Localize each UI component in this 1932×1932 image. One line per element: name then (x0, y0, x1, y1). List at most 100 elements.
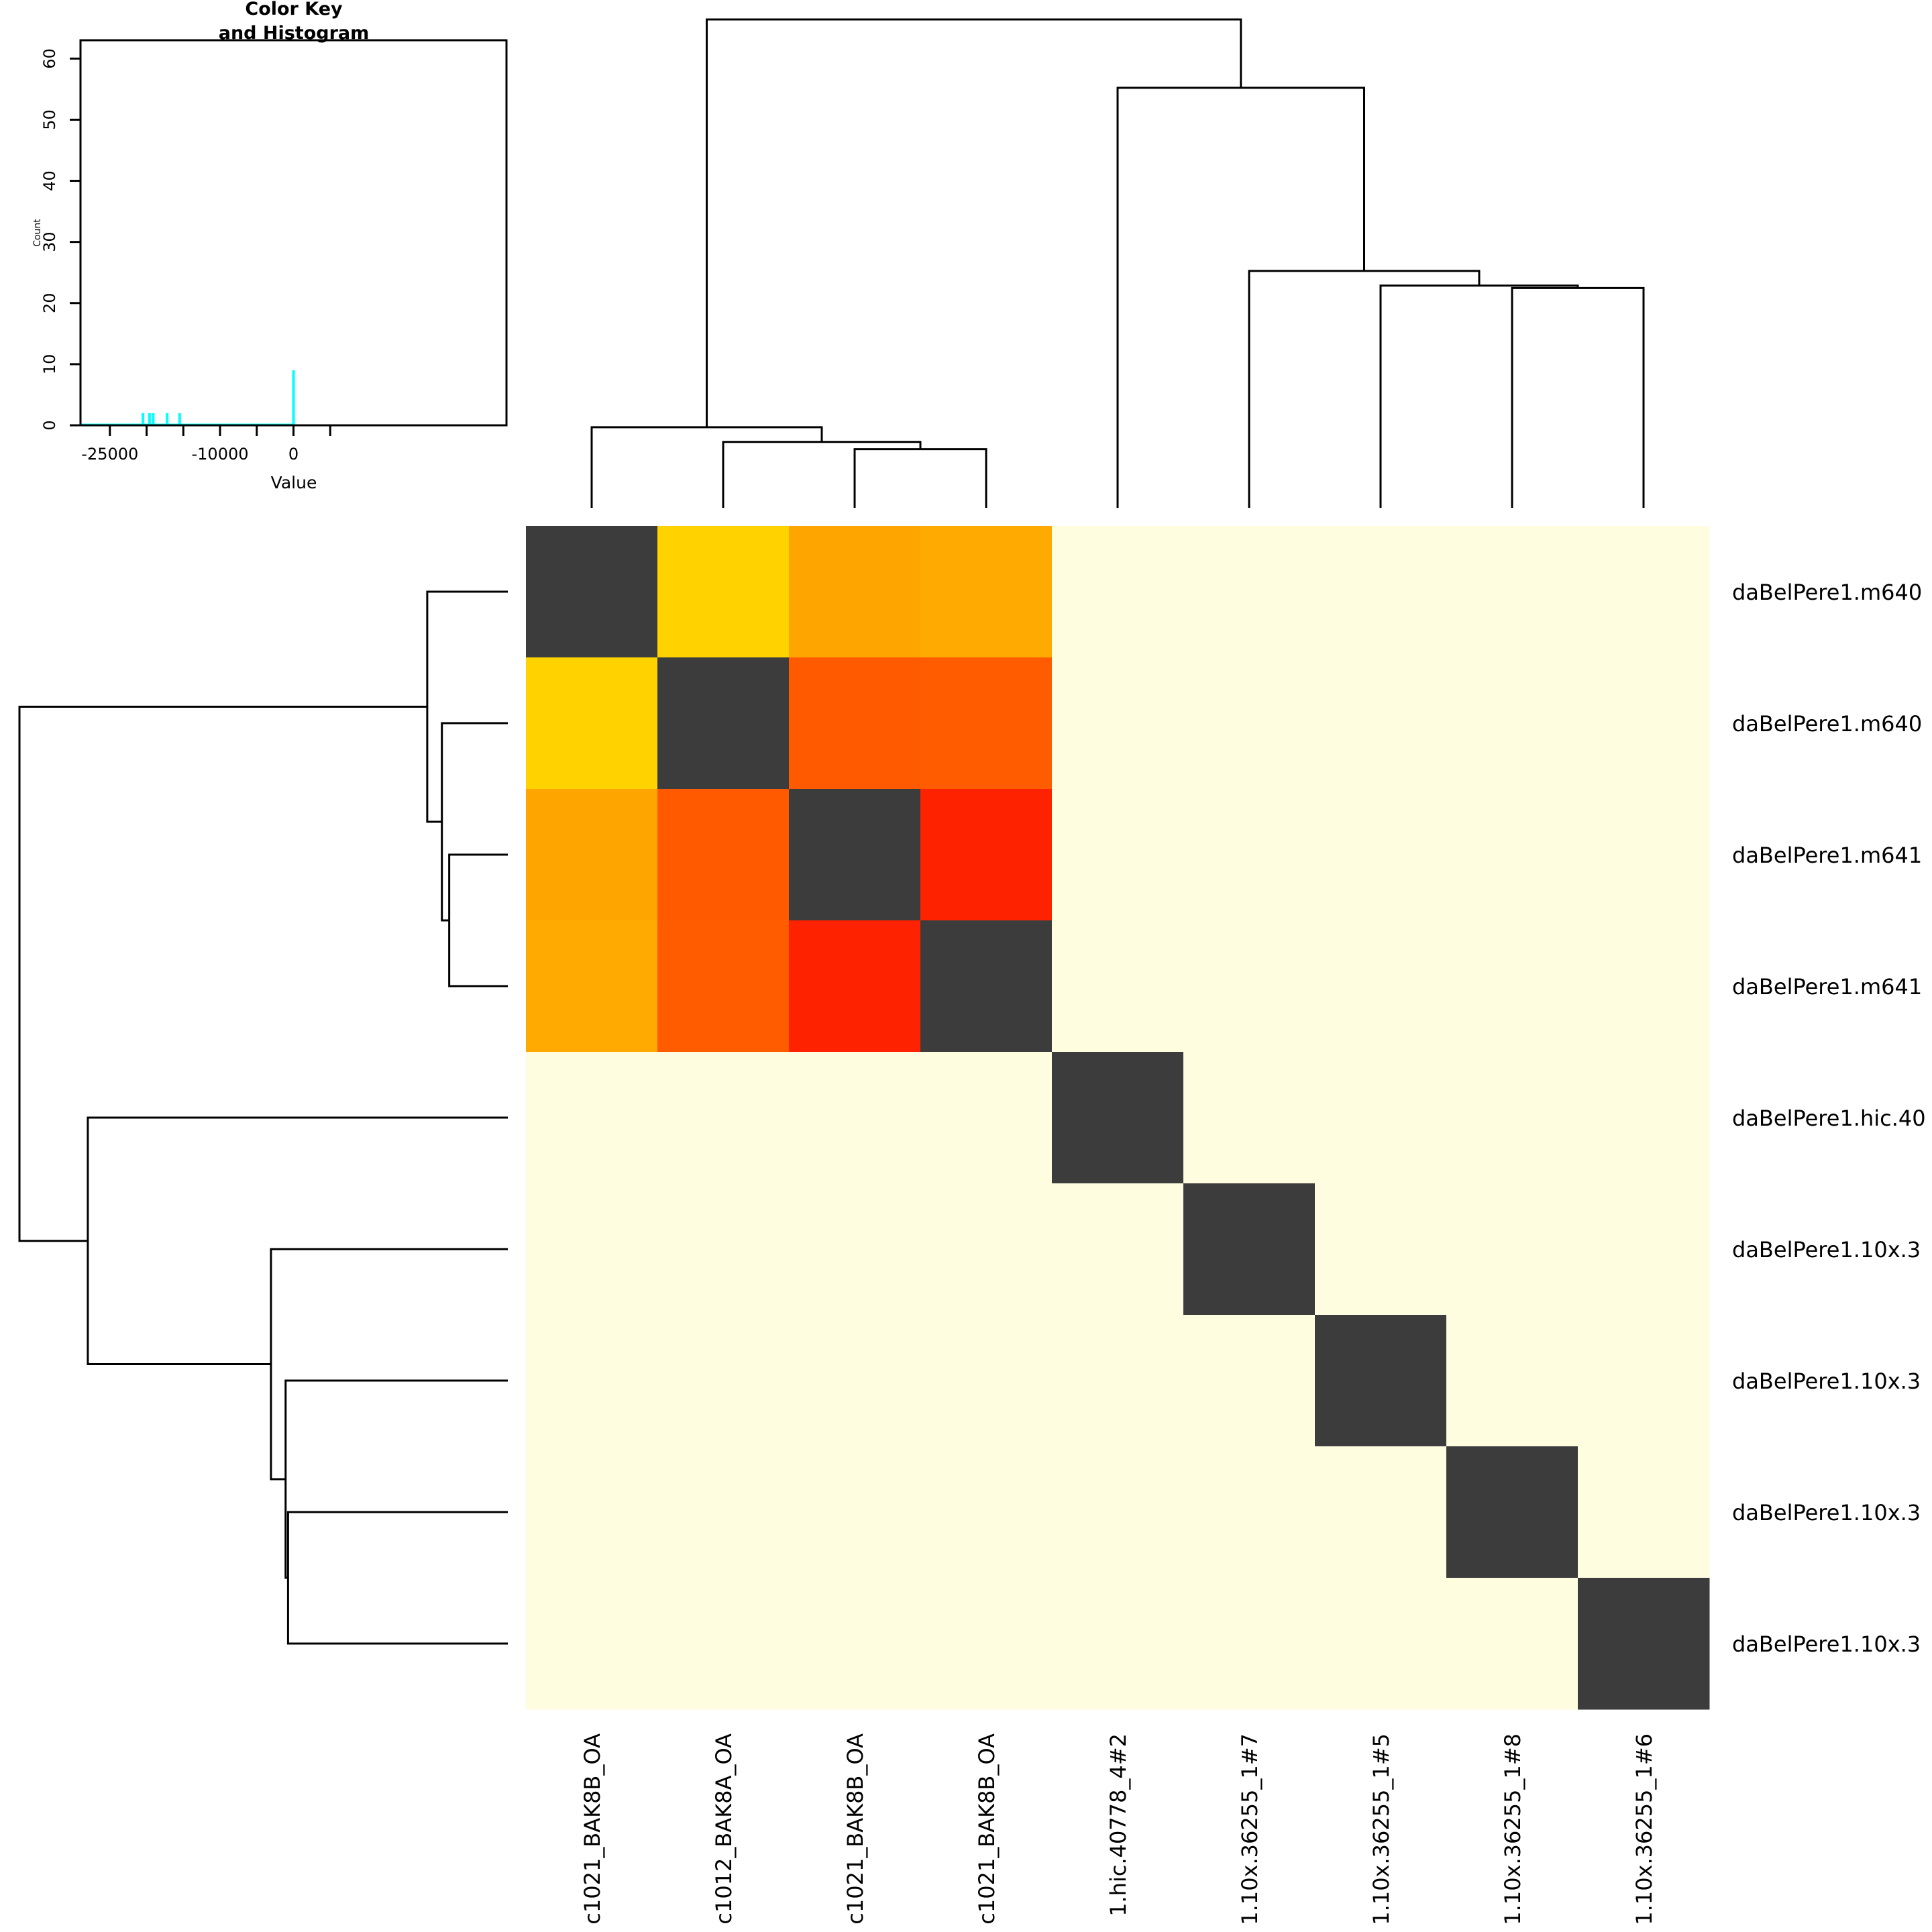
heatmap-cell (1446, 657, 1578, 790)
heatmap-cell (1183, 526, 1316, 658)
heatmap-cell (526, 1183, 658, 1316)
dendrogram-branch (1511, 286, 1645, 508)
heatmap-cell (657, 789, 790, 921)
y-tick-label: 10 (40, 354, 59, 375)
heatmap-cell (1578, 657, 1710, 790)
row-dendrogram (18, 590, 508, 1645)
heatmap-cell (789, 1315, 921, 1447)
heatmap-cell (1578, 526, 1710, 658)
heatmap-cell (657, 920, 790, 1053)
heatmap-cell (526, 1446, 658, 1578)
heatmap-cell (1183, 1315, 1316, 1447)
dendrogram-branch (18, 706, 427, 1242)
heatmap-cell (526, 920, 658, 1053)
y-tick-label: 60 (40, 48, 59, 69)
column-label: 1.10x.36255_1#5 (1368, 1733, 1394, 1925)
heatmap-cell (1052, 1578, 1184, 1710)
column-label: 1.hic.40778_4#2 (1106, 1733, 1131, 1917)
heatmap-cell (1446, 1183, 1578, 1316)
y-tick-label: 50 (40, 109, 59, 130)
dendrogram-branch (1248, 270, 1481, 508)
dendrogram-branch (853, 448, 987, 508)
heatmap-cell (1578, 1315, 1710, 1447)
heatmap-cell (1315, 1183, 1447, 1316)
column-label: c1021_BAK8B_OA (843, 1733, 868, 1925)
heatmap-cell (1183, 1446, 1316, 1578)
heatmap-cell (1183, 1052, 1316, 1184)
heatmap-cell (526, 657, 658, 790)
y-tick-label: 30 (40, 231, 59, 252)
dendrogram-branch (590, 426, 823, 508)
row-label: daBelPere1.m640 (1732, 711, 1922, 737)
heatmap-cell (1446, 1578, 1578, 1710)
y-tick-label: 0 (40, 420, 59, 430)
dendrogram-branch (286, 1511, 508, 1645)
heatmap-cell (1183, 1578, 1316, 1710)
row-label: daBelPere1.10x.3 (1732, 1500, 1921, 1525)
heatmap-cell (920, 1446, 1053, 1578)
heatmap-cell (1446, 1446, 1578, 1578)
heatmap-cell (1315, 920, 1447, 1053)
heatmap-cell (1315, 1052, 1447, 1184)
heatmap-cell (1183, 920, 1316, 1053)
heatmap-cell (789, 1183, 921, 1316)
heatmap-cell (526, 1052, 658, 1184)
column-label: c1021_BAK8B_OA (580, 1733, 605, 1925)
heatmap-cell (920, 657, 1053, 790)
row-label: daBelPere1.10x.3 (1732, 1631, 1921, 1657)
heatmap-cell (920, 789, 1053, 921)
heatmap-cell (1578, 1052, 1710, 1184)
heatmap-cell (1315, 789, 1447, 921)
heatmap-cell (789, 657, 921, 790)
heatmap-cell (1578, 1446, 1710, 1578)
heatmap-cell (920, 1183, 1053, 1316)
heatmap-cell (657, 657, 790, 790)
dendrogram-branch (448, 853, 508, 987)
row-label: daBelPere1.hic.40 (1732, 1106, 1926, 1131)
heatmap-cell (1183, 789, 1316, 921)
heatmap-cell (920, 1578, 1053, 1710)
heatmap-cell (1052, 789, 1184, 921)
heatmap-cell (1446, 1315, 1578, 1447)
heatmap-cell (1446, 920, 1578, 1053)
heatmap-cell (1315, 1446, 1447, 1578)
dendrogram-branch (87, 1116, 508, 1365)
heatmap-cell (1052, 526, 1184, 658)
heatmap-cell (920, 526, 1053, 658)
row-label: daBelPere1.m641 (1732, 843, 1922, 868)
row-label: daBelPere1.m640 (1732, 580, 1922, 605)
heatmap-cell (789, 1446, 921, 1578)
row-label: daBelPere1.10x.3 (1732, 1368, 1921, 1394)
color-key-box (79, 39, 508, 427)
heatmap-cell (789, 526, 921, 658)
column-labels: c1021_BAK8B_OA c1012_BAK8A_OA c1021_BAK8B_… (580, 1733, 1657, 1925)
dendrogram-branch (426, 590, 508, 823)
heatmap-cell (1183, 1183, 1316, 1316)
y-tick-label: 40 (40, 170, 59, 191)
histogram-bars (80, 370, 295, 426)
heatmap-cell (526, 789, 658, 921)
heatmap-cell (1446, 1052, 1578, 1184)
heatmap-cell (1183, 657, 1316, 790)
histogram-y-axis-label: Count (32, 219, 43, 247)
heatmap-cell (1446, 526, 1578, 658)
heatmap-cell (657, 1183, 790, 1316)
column-label: 1.10x.36255_1#8 (1500, 1733, 1525, 1925)
dendrogram-branch (1116, 87, 1365, 508)
heatmap-cell (1052, 1183, 1184, 1316)
heatmap-cell (657, 1578, 790, 1710)
heatmap-cell (1052, 1315, 1184, 1447)
color-key: Color Key and Histogram -25000 -10000 0 01… (32, 0, 508, 492)
heatmap-cell (1578, 1578, 1710, 1710)
column-label: 1.10x.36255_1#6 (1631, 1733, 1657, 1925)
column-label: 1.10x.36255_1#7 (1237, 1733, 1263, 1925)
row-label: daBelPere1.m641 (1732, 974, 1922, 1000)
color-key-title-line1: Color Key (245, 0, 343, 19)
heatmap-cell (789, 1578, 921, 1710)
x-tick-label: -25000 (81, 445, 138, 464)
heatmap-cell (1315, 657, 1447, 790)
heatmap-cell (526, 1315, 658, 1447)
heatmap-cell (1315, 1315, 1447, 1447)
heatmap-cell (789, 920, 921, 1053)
heatmap-cell (657, 1446, 790, 1578)
